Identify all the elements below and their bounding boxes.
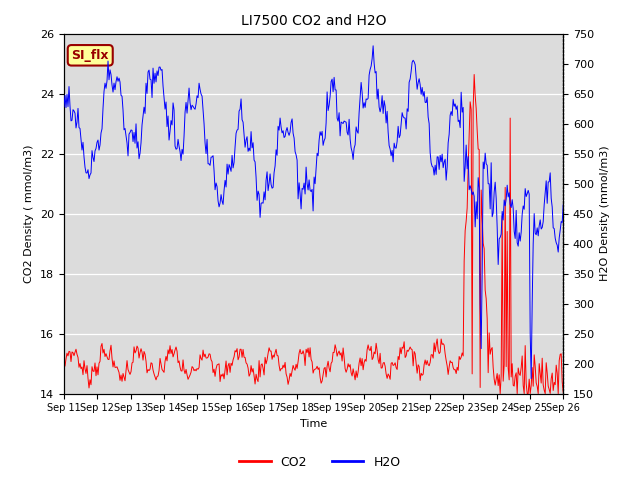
Legend: CO2, H2O: CO2, H2O <box>234 451 406 474</box>
Title: LI7500 CO2 and H2O: LI7500 CO2 and H2O <box>241 14 387 28</box>
Text: SI_flx: SI_flx <box>72 49 109 62</box>
X-axis label: Time: Time <box>300 419 327 429</box>
Y-axis label: CO2 Density ( mmol/m3): CO2 Density ( mmol/m3) <box>24 144 35 283</box>
Y-axis label: H2O Density (mmol/m3): H2O Density (mmol/m3) <box>600 146 610 281</box>
